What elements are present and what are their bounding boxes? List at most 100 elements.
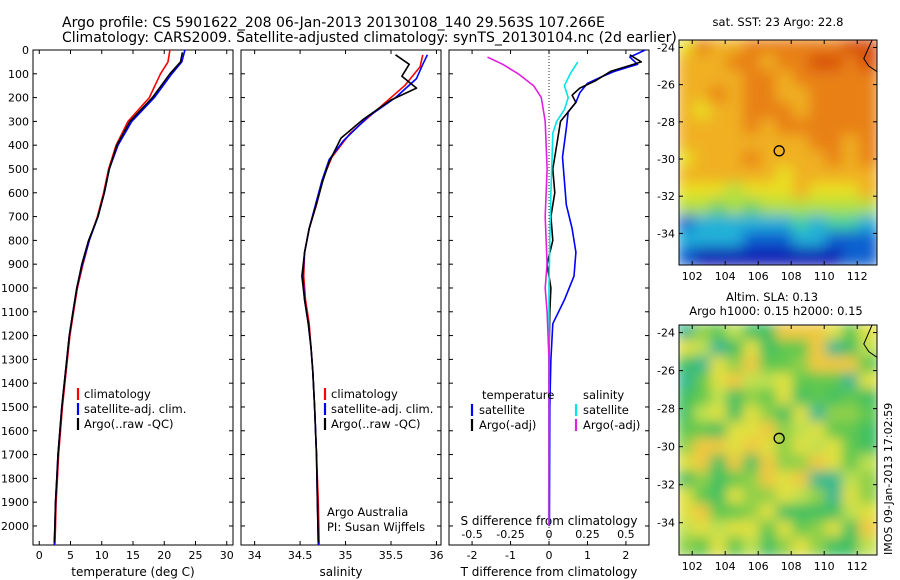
sla_map-cell	[679, 405, 698, 426]
depth-tick-label: 100	[8, 68, 29, 81]
sst_map-cell	[809, 86, 830, 107]
sla_map-cell	[710, 454, 731, 475]
sst_map-cell	[726, 182, 747, 203]
sla_map-cell	[679, 421, 698, 442]
sst_map-cell	[842, 102, 863, 123]
sla_map-ytick-label: -34	[657, 517, 675, 530]
sla_map-cell	[726, 372, 747, 393]
sst_map-cell	[809, 102, 830, 123]
sla_map-cell	[759, 355, 780, 377]
sla_map-cell	[858, 536, 877, 555]
sst_map-cell	[842, 134, 863, 155]
sst_map-cell	[858, 246, 877, 265]
salinity-xtick-label: 34.5	[288, 549, 313, 562]
sla_map-cell	[710, 388, 731, 410]
sla_map-cell	[809, 487, 830, 508]
diff-legend-entry: satellite	[583, 403, 629, 417]
sst_map-cell	[792, 40, 813, 59]
depth-tick-label: 700	[8, 211, 29, 224]
temperature-xtick-label: 10	[95, 549, 109, 562]
sst_map-cell	[858, 198, 877, 219]
sla_map-cell	[825, 372, 846, 393]
sst_map-cell	[792, 102, 813, 123]
sla_map-cell	[809, 438, 830, 459]
sla_map-cell	[743, 372, 764, 393]
sla_map-cell	[710, 487, 731, 508]
sla_map-cell	[693, 520, 714, 541]
sst_map-cell	[679, 198, 698, 219]
sla_map-cell	[759, 503, 780, 525]
sst_map-cell	[759, 102, 780, 123]
temperature-series-2	[53, 52, 184, 543]
sst_map-cell	[693, 70, 714, 91]
sla_map-cell	[726, 339, 747, 360]
sla_map-cell	[710, 325, 731, 344]
sla_map-cell	[693, 454, 714, 475]
sla_map-cell	[726, 470, 747, 492]
sla_map-frame	[678, 324, 878, 556]
diff-legend-entry: Argo(-adj)	[583, 418, 640, 432]
sst_map-cell	[679, 166, 698, 187]
sla_map-cell	[776, 536, 797, 555]
sla_map-cell	[858, 470, 877, 492]
sst_map-cell	[679, 246, 698, 265]
sst_map-cell	[792, 166, 813, 187]
sla_map-float-marker	[773, 432, 785, 444]
sla_map-cell	[693, 355, 714, 377]
sla_map-cell	[726, 421, 747, 442]
difference-xlabel: T difference from climatology	[460, 565, 638, 579]
sst_map-cell	[726, 166, 747, 187]
sla_map-cell	[743, 520, 764, 541]
sst_map-cell	[743, 40, 764, 59]
sla_map-cell	[726, 325, 747, 344]
sst_map-cell	[759, 86, 780, 107]
sst_map-cell	[776, 118, 797, 139]
sla_map-cell	[743, 339, 764, 360]
difference-xtick-label: 2	[622, 549, 629, 562]
sla_map-xtick-label: 110	[814, 560, 835, 573]
depth-tick-label: 600	[8, 187, 29, 200]
sla_map-cell	[842, 339, 863, 360]
sla_map-field-cells	[679, 325, 877, 555]
sla_map-cell	[858, 487, 877, 508]
sla_map-cell	[743, 325, 764, 344]
sst_map-cell	[792, 214, 813, 235]
sst_map-cell	[759, 118, 780, 139]
sst_map-cell	[710, 102, 731, 123]
sst_map-cell	[693, 134, 714, 155]
sst-map-title: sat. SST: 23 Argo: 22.8	[713, 15, 844, 29]
sst_map-field-cells	[679, 40, 877, 265]
temperature-xtick-label: 5	[67, 549, 74, 562]
panel-temperature: 0100200300400500600700800900100011001200…	[1, 44, 234, 579]
sst_map-cell	[809, 54, 830, 75]
panel-difference: -2 -1 0 1 2 T difference from climatology -0.5…	[448, 49, 650, 579]
difference-series-1	[546, 54, 643, 526]
sla_map-cell	[693, 503, 714, 525]
sst_map-cell	[858, 230, 877, 251]
diff-legend-entry: satellite	[479, 403, 525, 417]
sst_map-cell	[759, 40, 780, 59]
sla_map-xtick-label: 102	[682, 560, 703, 573]
sla_map-ytick-label: -32	[657, 479, 675, 492]
sst_map-cell	[743, 102, 764, 123]
diff-legend-title: temperature	[482, 388, 554, 402]
sla_map-cell	[743, 487, 764, 508]
sst_map-cell	[776, 230, 797, 251]
sla_map-cell	[825, 325, 846, 344]
sst_map-cell	[809, 150, 830, 171]
sla_map-cell	[809, 355, 830, 377]
sst_map-cell	[693, 150, 714, 171]
sla_map-cell	[825, 470, 846, 492]
diff-legend-entry: Argo(-adj)	[479, 418, 536, 432]
temperature-legend-entry: Argo(..raw -QC)	[84, 417, 174, 431]
sla_map-cell	[693, 325, 714, 344]
sla_map-cell	[776, 325, 797, 344]
sst_map-cell	[679, 230, 698, 251]
difference-series-2	[547, 61, 579, 527]
sst_map-cell	[743, 166, 764, 187]
sla_map-cell	[842, 520, 863, 541]
sla_map-cell	[809, 325, 830, 344]
sst_map-cell	[776, 198, 797, 219]
sla_map-cell	[693, 339, 714, 360]
sst_map-cell	[842, 198, 863, 219]
